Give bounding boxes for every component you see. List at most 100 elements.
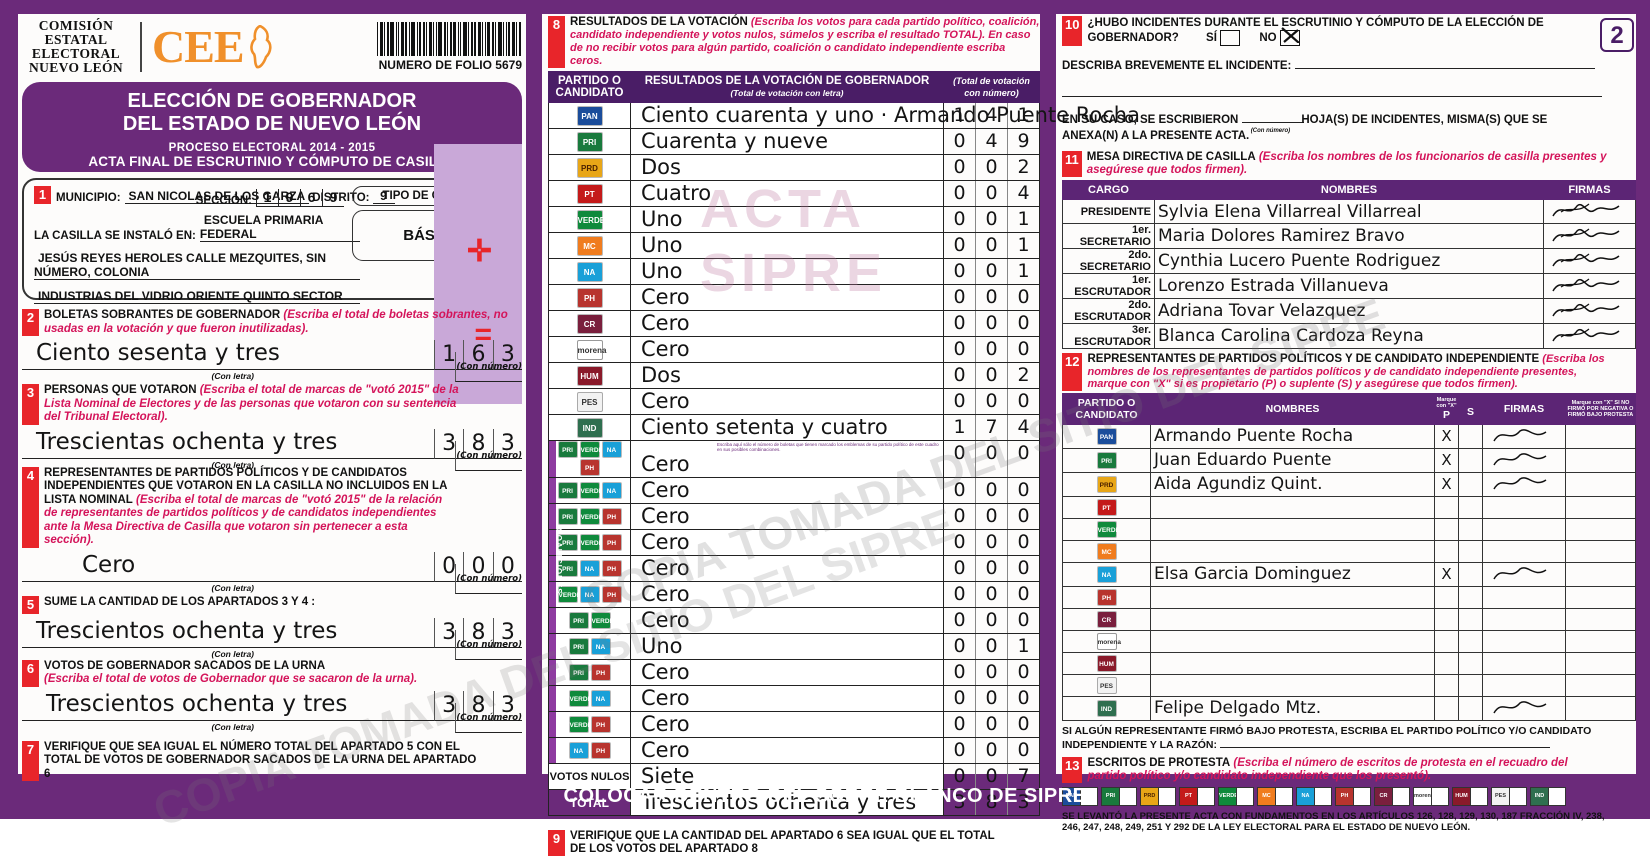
rep-firma-cell[interactable] [1482,423,1566,449]
votes-letter-cell[interactable]: Cero [630,581,944,608]
protest-box-indep[interactable]: IND [1530,786,1566,806]
protest-count-input[interactable] [1197,787,1214,805]
rep-firma-cell[interactable] [1482,561,1566,587]
rep-p-cell[interactable]: X [1434,447,1459,473]
rep-p-cell[interactable] [1434,517,1459,541]
section-5-number-field[interactable]: 3 8 3 (Con número) [434,617,522,660]
protest-count-input[interactable] [1470,787,1487,805]
rep-nombre-cell[interactable]: Armando Puente Rocha [1150,423,1435,449]
rep-nombre-cell[interactable] [1150,585,1435,609]
rep-protest-cell[interactable] [1565,495,1636,519]
protest-box-pan[interactable]: PAN [1062,786,1098,806]
rep-protest-cell[interactable] [1565,673,1636,697]
section-3-number-field[interactable]: 3 8 3 (Con número) [434,428,522,471]
firma-cell[interactable] [1543,298,1636,324]
votes-letter-cell[interactable]: Cero [630,659,944,686]
rep-firma-cell[interactable] [1482,447,1566,473]
votes-letter-cell[interactable]: Cero [630,555,944,582]
rep-s-cell[interactable] [1458,561,1483,587]
protest-box-cruzada[interactable]: CR [1374,786,1410,806]
protest-count-input[interactable] [1275,787,1292,805]
rep-s-cell[interactable] [1458,651,1483,675]
rep-protest-cell[interactable] [1565,561,1636,587]
protest-box-ph[interactable]: PH [1335,786,1371,806]
rep-nombre-cell[interactable] [1150,495,1435,519]
firma-cell[interactable] [1543,199,1636,224]
protest-count-input[interactable] [1236,787,1253,805]
rep-nombre-cell[interactable] [1150,651,1435,675]
votes-letter-cell[interactable]: Escriba aquí sólo el número de boletas q… [630,440,944,478]
rep-firma-cell[interactable] [1482,495,1566,519]
rep-firma-cell[interactable] [1482,585,1566,609]
firma-cell[interactable] [1543,223,1636,249]
section-5-letter-field[interactable]: Trescientos ochenta y tres (Con letra) [22,618,434,659]
address-field-2[interactable]: INDUSTRIAS DEL VIDRIO ORIENTE QUINTO SEC… [34,289,360,304]
rep-firma-cell[interactable] [1482,471,1566,497]
rep-p-cell[interactable] [1434,695,1459,721]
rep-firma-cell[interactable] [1482,629,1566,653]
votes-letter-cell[interactable]: Cero [630,737,944,764]
rep-protest-cell[interactable] [1565,423,1636,449]
protest-count-input[interactable] [1119,787,1136,805]
protest-count-input[interactable] [1392,787,1409,805]
protest-reason-field[interactable] [1219,746,1550,748]
votes-letter-cell[interactable]: Dos [630,154,944,181]
rep-protest-cell[interactable] [1565,447,1636,473]
rep-protest-cell[interactable] [1565,607,1636,631]
rep-p-cell[interactable] [1434,585,1459,609]
hojas-field[interactable] [1241,122,1304,123]
rep-s-cell[interactable] [1458,695,1483,721]
rep-nombre-cell[interactable]: Juan Eduardo Puente [1150,447,1435,473]
protest-count-input[interactable] [1509,787,1526,805]
rep-nombre-cell[interactable] [1150,673,1435,697]
rep-s-cell[interactable] [1458,471,1483,497]
protest-count-input[interactable] [1158,787,1175,805]
rep-protest-cell[interactable] [1565,629,1636,653]
rep-s-cell[interactable] [1458,495,1483,519]
votes-letter-cell[interactable]: Uno [630,258,944,285]
rep-s-cell[interactable] [1458,673,1483,697]
section-2-number-field[interactable]: 1 6 3 (Con número) [434,340,522,382]
nombre-cell[interactable]: Adriana Tovar Velazquez [1154,298,1544,324]
nombre-cell[interactable]: Maria Dolores Ramirez Bravo [1154,223,1544,249]
rep-firma-cell[interactable] [1482,651,1566,675]
votes-letter-cell[interactable]: Uno [630,206,944,233]
rep-nombre-cell[interactable] [1150,607,1435,631]
rep-protest-cell[interactable] [1565,651,1636,675]
votes-letter-cell[interactable]: Cero [630,529,944,556]
distrito-field[interactable]: 9 [372,189,395,204]
rep-p-cell[interactable] [1434,607,1459,631]
protest-count-input[interactable] [1080,787,1097,805]
nombre-cell[interactable]: Cynthia Lucero Puente Rodriguez [1154,248,1544,274]
section-6-letter-field[interactable]: Trescientos ochenta y tres (Con letra) [22,691,434,732]
rep-s-cell[interactable] [1458,447,1483,473]
votes-letter-cell[interactable]: Cuarenta y nueve [630,128,944,155]
rep-firma-cell[interactable] [1482,673,1566,697]
votes-letter-cell[interactable]: Cero [630,711,944,738]
protest-box-morena[interactable]: morena [1413,786,1449,806]
rep-protest-cell[interactable] [1565,517,1636,541]
firma-cell[interactable] [1543,273,1636,299]
firma-cell[interactable] [1543,323,1636,349]
firma-cell[interactable] [1543,248,1636,274]
rep-protest-cell[interactable] [1565,539,1636,563]
protest-count-input[interactable] [1548,787,1565,805]
votes-letter-cell[interactable]: Cero [630,388,944,415]
address-field-1[interactable]: JESÚS REYES HEROLES CALLE MEZQUITES, SIN… [34,251,360,280]
rep-p-cell[interactable] [1434,539,1459,563]
votes-letter-cell[interactable]: Cero [630,477,944,504]
votes-letter-cell[interactable]: Cuatro [630,180,944,207]
rep-p-cell[interactable] [1434,629,1459,653]
seccion-digits[interactable]: 1 9 6 9 [256,189,344,207]
